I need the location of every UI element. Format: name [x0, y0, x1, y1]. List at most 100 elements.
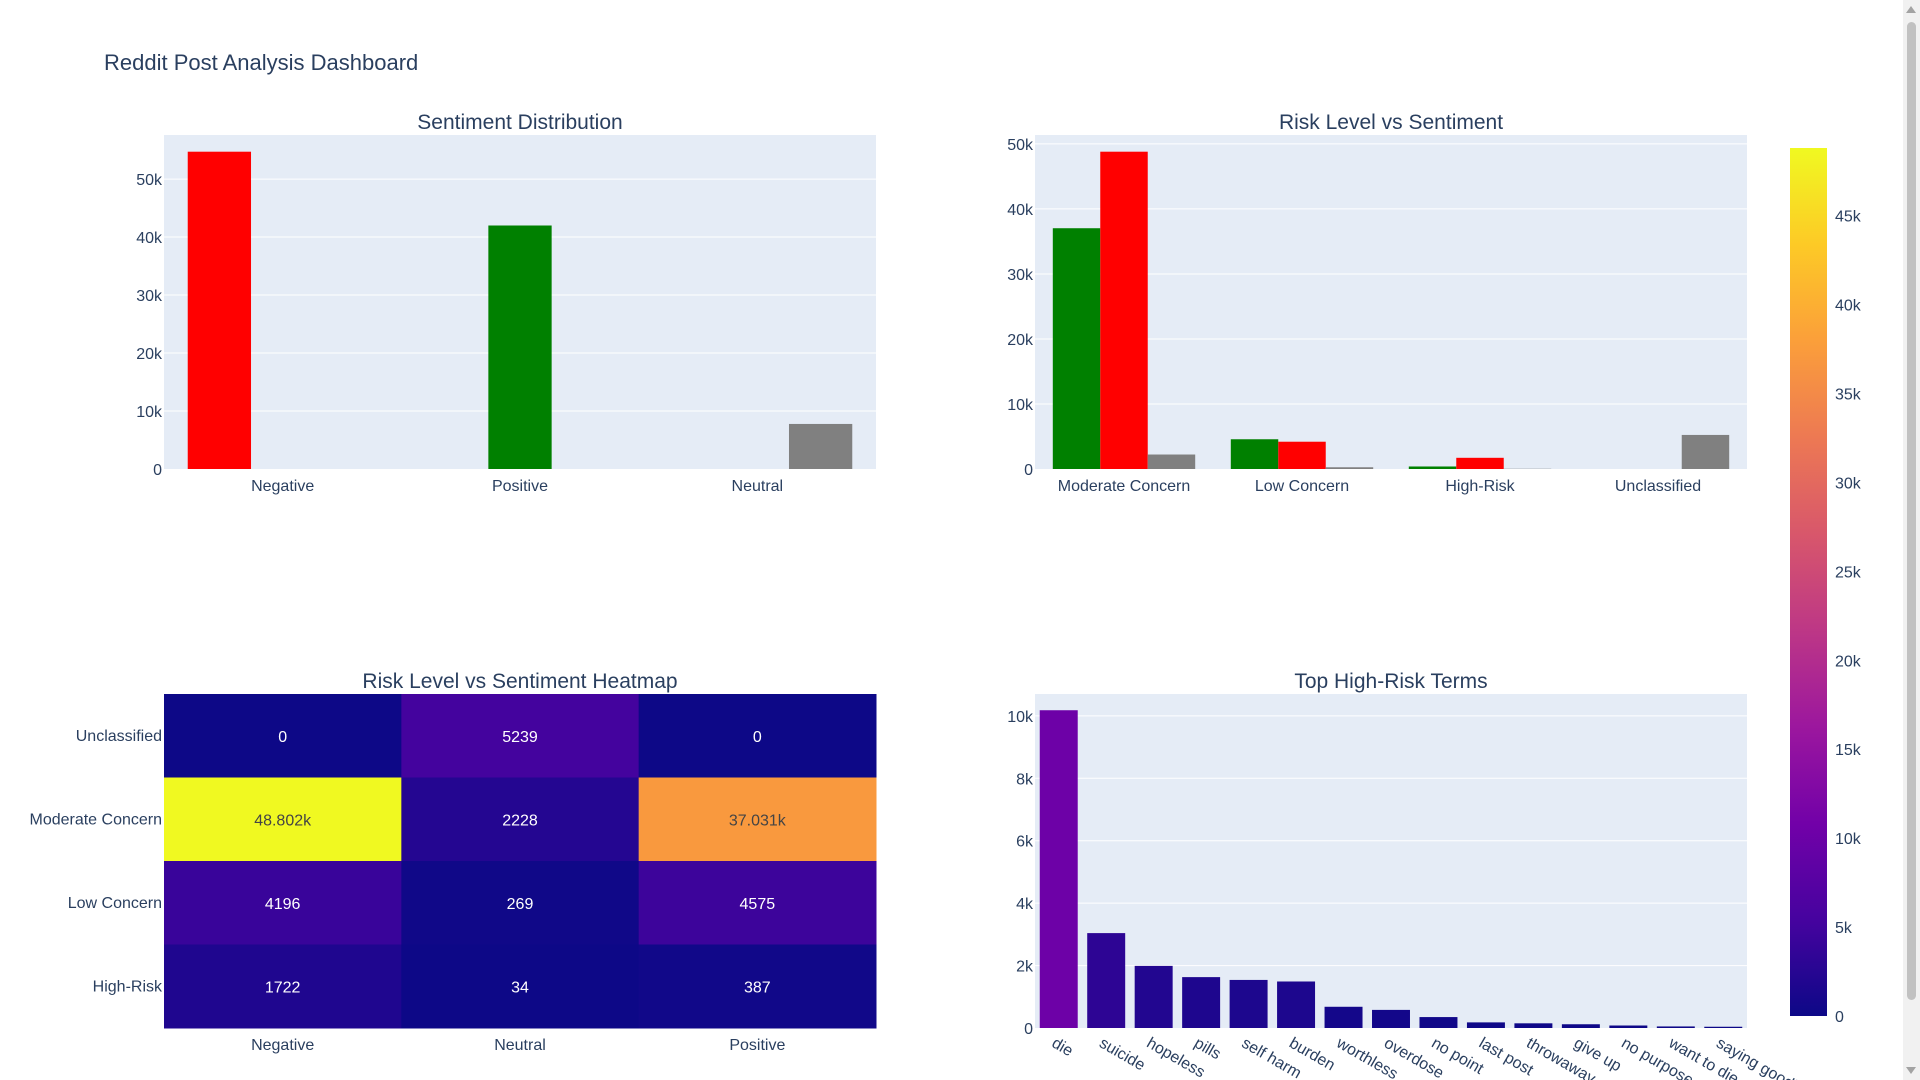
heatmap-cell[interactable]	[638, 861, 877, 945]
terms-ytick-label: 0	[1024, 1021, 1033, 1038]
terms-xtick-label: suicide	[1096, 1035, 1148, 1075]
terms-ytick-label: 2k	[1016, 959, 1034, 976]
chart-title-sentiment: Sentiment Distribution	[417, 111, 622, 134]
heatmap-cell-label: 48.802k	[254, 812, 312, 829]
terms-ytick-label: 4k	[1016, 896, 1034, 913]
heatmap-cell-label: 269	[507, 896, 534, 913]
sentiment-xtick-label: Neutral	[732, 478, 784, 495]
sentiment-ytick-label: 30k	[136, 288, 163, 305]
bar-term[interactable]	[1704, 1026, 1743, 1028]
bar-term[interactable]	[1182, 977, 1221, 1028]
risk-xtick-label: Moderate Concern	[1058, 478, 1191, 495]
heatmap-cell-label: 4196	[265, 896, 301, 913]
chart-top-high-risk-terms: Top High-Risk Terms die suicidehopelesspi…	[1007, 670, 1819, 1080]
vertical-scrollbar[interactable]	[1903, 0, 1920, 1080]
heatmap-cell[interactable]	[164, 694, 402, 778]
bar-risk-series-1[interactable]	[1100, 151, 1148, 469]
colorbar-tick-label: 0	[1835, 1009, 1844, 1026]
bar-risk-series-2[interactable]	[1147, 454, 1196, 469]
scrollbar-thumb[interactable]	[1907, 22, 1916, 1000]
colorbar-gradient	[1790, 148, 1827, 1016]
heatmap-cell[interactable]	[638, 777, 877, 862]
terms-ytick-label: 6k	[1016, 834, 1034, 851]
bar-term[interactable]	[1324, 1006, 1363, 1028]
bar-term[interactable]	[1277, 981, 1316, 1028]
chart-title-risk: Risk Level vs Sentiment	[1279, 111, 1503, 134]
bar-risk-series-1[interactable]	[1456, 457, 1504, 469]
colorbar-tick-label: 40k	[1835, 298, 1862, 315]
bar-term[interactable]	[1229, 979, 1268, 1028]
heatmap-ytick-label: High-Risk	[93, 978, 163, 995]
heatmap-cell-label: 37.031k	[729, 812, 787, 829]
bar-neutral[interactable]	[788, 423, 853, 469]
risk-ytick-label: 50k	[1007, 137, 1034, 154]
bar-term[interactable]	[1134, 965, 1173, 1028]
colorbar-tick-label: 10k	[1835, 831, 1862, 848]
chart-title-heatmap: Risk Level vs Sentiment Heatmap	[362, 670, 677, 693]
heatmap-xtick-label: Positive	[729, 1037, 785, 1054]
bar-risk-series-1[interactable]	[1278, 441, 1326, 469]
bar-term[interactable]	[1087, 933, 1126, 1028]
sentiment-ytick-label: 20k	[136, 346, 163, 363]
page-title: Reddit Post Analysis Dashboard	[104, 50, 419, 75]
terms-ytick-label: 10k	[1007, 709, 1034, 726]
heatmap-xtick-label: Negative	[251, 1037, 314, 1054]
sentiment-ytick-label: 10k	[136, 404, 163, 421]
heatmap-cell-label: 4575	[740, 896, 776, 913]
colorbar-tick-label: 15k	[1835, 742, 1862, 759]
terms-xtick-label: die	[1049, 1035, 1076, 1060]
heatmap-cell[interactable]	[638, 944, 877, 1029]
chart-risk-sentiment-heatmap: Risk Level vs Sentiment Heatmap 0 5239 0 48…	[29, 670, 877, 1054]
sentiment-xtick-label: Negative	[251, 478, 314, 495]
heatmap-cell[interactable]	[164, 861, 402, 945]
bar-term[interactable]	[1039, 710, 1078, 1028]
scroll-down-arrow-icon[interactable]	[1906, 1067, 1916, 1074]
bar-term[interactable]	[1514, 1023, 1553, 1028]
heatmap-cell[interactable]	[638, 694, 877, 778]
bar-term[interactable]	[1609, 1025, 1648, 1028]
bar-term[interactable]	[1372, 1009, 1410, 1028]
sentiment-ytick-label: 0	[153, 462, 162, 479]
heatmap-xtick-label: Neutral	[494, 1037, 546, 1054]
bar-positive[interactable]	[488, 225, 552, 469]
colorbar-tick-label: 30k	[1835, 475, 1862, 492]
bar-term[interactable]	[1419, 1017, 1458, 1028]
heatmap-cell[interactable]	[164, 777, 402, 862]
risk-ytick-label: 10k	[1007, 397, 1034, 414]
bar-term[interactable]	[1656, 1026, 1695, 1028]
heatmap-ytick-label: Low Concern	[68, 895, 162, 912]
bar-risk-series-0[interactable]	[1230, 439, 1279, 469]
heatmap-cell[interactable]	[401, 694, 640, 778]
risk-ytick-label: 0	[1024, 462, 1033, 479]
colorbar-tick-label: 35k	[1835, 386, 1862, 403]
heatmap-cell-label: 0	[753, 729, 762, 746]
risk-xtick-label: Unclassified	[1615, 478, 1701, 495]
colorbar-tick-label: 20k	[1835, 653, 1862, 670]
risk-ytick-label: 30k	[1007, 267, 1034, 284]
heatmap-cell-label: 387	[744, 979, 771, 996]
heatmap-cell[interactable]	[401, 861, 640, 945]
chart-sentiment-distribution: Sentiment Distribution Negative Positive N…	[136, 111, 876, 495]
bar-risk-series-2[interactable]	[1681, 434, 1730, 469]
colorbar-tick-label: 45k	[1835, 209, 1862, 226]
heatmap-cell-label: 1722	[265, 979, 301, 996]
plot-area-risk[interactable]	[1035, 135, 1747, 469]
bar-risk-series-0[interactable]	[1408, 466, 1457, 469]
heatmap-cell-label: 34	[511, 979, 529, 996]
sentiment-ytick-label: 40k	[136, 230, 163, 247]
colorbar-tick-label: 25k	[1835, 564, 1862, 581]
bar-risk-series-0[interactable]	[1052, 228, 1101, 469]
chart-risk-level-vs-sentiment: Risk Level vs Sentiment Moderate Concern…	[1007, 111, 1747, 495]
heatmap-cell[interactable]	[401, 944, 640, 1029]
bar-risk-series-2[interactable]	[1325, 467, 1374, 469]
bar-negative[interactable]	[187, 151, 252, 469]
heatmap-cell[interactable]	[401, 777, 640, 862]
bar-term[interactable]	[1561, 1024, 1600, 1028]
colorbar-tick-label: 5k	[1835, 920, 1853, 937]
heatmap-cell[interactable]	[164, 944, 402, 1029]
risk-ytick-label: 40k	[1007, 202, 1034, 219]
chart-title-terms: Top High-Risk Terms	[1294, 670, 1487, 693]
scroll-up-arrow-icon[interactable]	[1906, 6, 1916, 13]
bar-term[interactable]	[1466, 1022, 1505, 1028]
